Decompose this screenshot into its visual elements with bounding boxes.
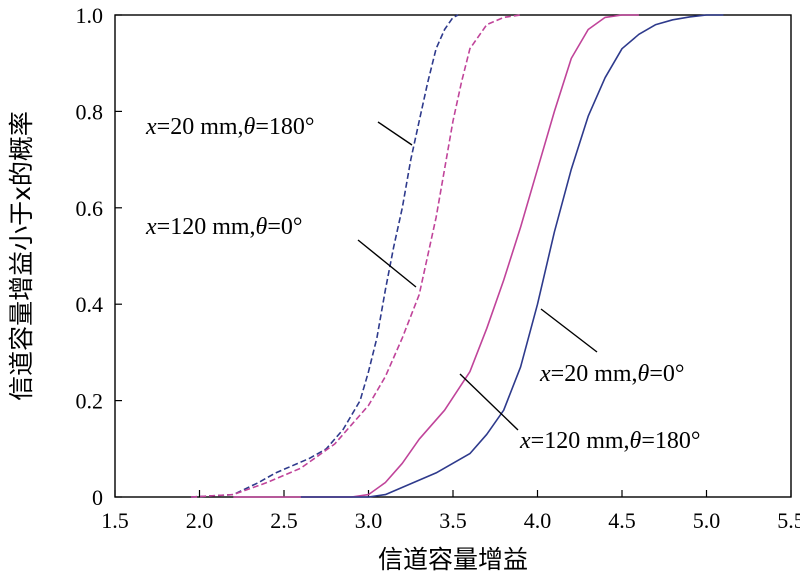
- annotation-s1-eq1: =20 mm,: [157, 114, 244, 140]
- x-axis-title: 信道容量增益: [378, 545, 528, 574]
- series-line-2: [191, 14, 521, 498]
- annotation-s4-theta: θ: [630, 428, 642, 454]
- annotation-s3-theta: θ: [638, 361, 650, 387]
- annotation-s3: x=20 mm,θ=0°: [539, 361, 684, 387]
- y-axis-title: 信道容量增益小于x的概率: [7, 111, 36, 401]
- annotation-s4: x=120 mm,θ=180°: [519, 428, 700, 454]
- y-tick-label: 0.8: [76, 99, 104, 124]
- series-line-1: [191, 14, 459, 498]
- plot-frame: [114, 14, 792, 498]
- y-tick-label: 0.6: [76, 196, 104, 221]
- x-tick-label: 3.0: [355, 508, 383, 533]
- annotation-s2-theta: θ: [256, 214, 268, 240]
- x-tick-label: 5.0: [693, 508, 721, 533]
- series-line-4: [300, 14, 724, 498]
- y-tick-label: 1.0: [76, 3, 104, 28]
- axis-ticks: 1.5 2.0 2.5 3.0 3.5 4.0 4.5 5.0 5.5 0 0.2 0.4 0.6 0.8…: [76, 3, 800, 533]
- x-tick-label: 5.5: [777, 508, 800, 533]
- x-tick-label: 4.0: [524, 508, 552, 533]
- annotation-s2-eq2: =0°: [267, 214, 302, 240]
- annotation-leaders: [357, 121, 598, 431]
- x-tick-label: 1.5: [101, 508, 129, 533]
- x-tick-label: 3.5: [439, 508, 467, 533]
- annotation-s4-eq1: =120 mm,: [531, 428, 630, 454]
- leader-line-s2: [357, 239, 417, 288]
- leader-line-s1: [377, 121, 413, 146]
- y-tick-label: 0.2: [76, 389, 104, 414]
- annotation-s1-x: x: [145, 114, 157, 140]
- leader-line-s4: [459, 373, 519, 431]
- series-lines: [191, 14, 724, 498]
- annotation-s2-eq1: =120 mm,: [157, 214, 256, 240]
- annotation-s2: x=120 mm,θ=0°: [145, 214, 302, 240]
- x-tick-label: 4.5: [608, 508, 636, 533]
- x-tick-label: 2.5: [270, 508, 298, 533]
- annotation-s3-eq2: =0°: [649, 361, 684, 387]
- y-tick-label: 0.4: [76, 292, 104, 317]
- annotation-s3-x: x: [539, 361, 551, 387]
- annotation-s1: x=20 mm,θ=180°: [145, 114, 314, 140]
- annotation-s1-eq2: =180°: [255, 114, 314, 140]
- leader-line-s3: [540, 308, 598, 353]
- annotation-s3-eq1: =20 mm,: [551, 361, 638, 387]
- annotation-s4-eq2: =180°: [641, 428, 700, 454]
- annotation-s4-x: x: [519, 428, 531, 454]
- annotation-s1-theta: θ: [244, 114, 256, 140]
- series-line-3: [233, 14, 639, 498]
- annotation-s2-x: x: [145, 214, 157, 240]
- y-tick-label: 0: [92, 485, 103, 510]
- x-tick-label: 2.0: [186, 508, 214, 533]
